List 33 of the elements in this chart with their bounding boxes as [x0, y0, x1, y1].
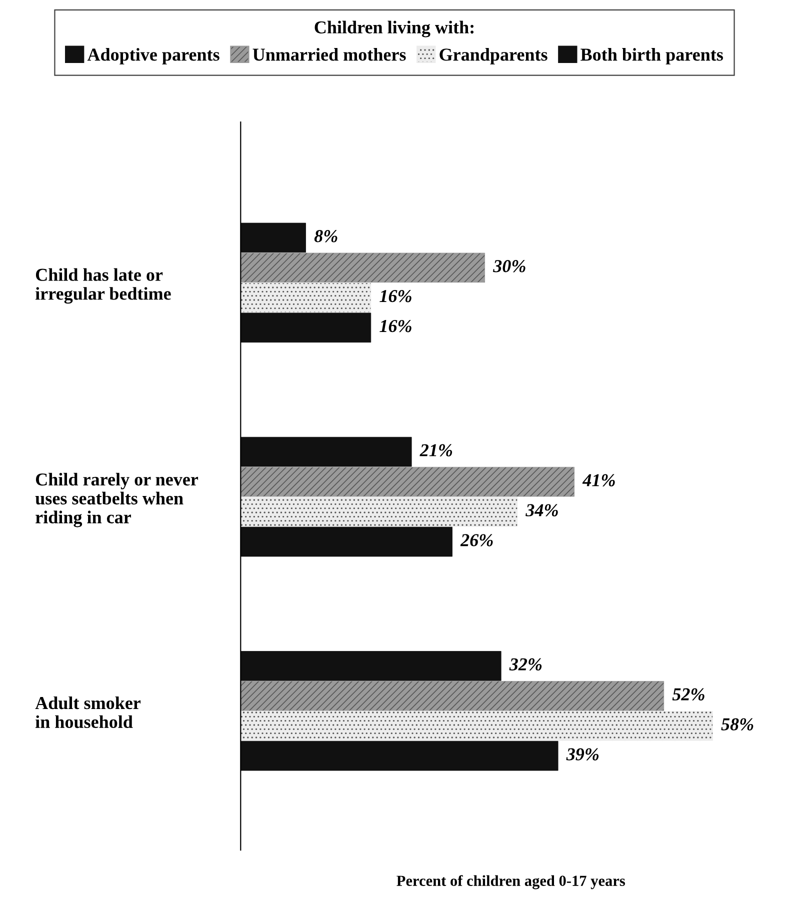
bar	[240, 222, 306, 253]
data-label: 39%	[566, 748, 599, 760]
data-label: 52%	[672, 688, 704, 700]
x-axis-title: Percent of children aged 0-17 years	[396, 875, 625, 890]
legend-label: Both birth parents	[580, 48, 723, 64]
bar	[240, 312, 372, 343]
data-label: 16%	[380, 320, 412, 332]
data-label: 21%	[420, 444, 452, 456]
bar	[240, 252, 486, 283]
bar	[240, 740, 558, 771]
bar	[240, 496, 518, 527]
legend-title: Children living with:	[314, 20, 474, 38]
data-label: 8%	[314, 230, 338, 242]
data-label: 58%	[721, 718, 754, 730]
data-label: 32%	[509, 658, 542, 671]
y-tick-label: Child rarely or never uses seatbelts when riding in car	[35, 472, 198, 528]
bar	[240, 710, 713, 741]
bar	[240, 466, 575, 497]
bar	[240, 681, 664, 711]
bar	[240, 651, 502, 681]
data-label: 41%	[582, 474, 615, 486]
data-label: 34%	[526, 504, 558, 516]
bar	[240, 282, 372, 313]
legend-label: Unmarried mothers	[252, 48, 406, 61]
bar	[240, 526, 452, 557]
bar	[240, 436, 412, 467]
legend-label: Adoptive parents	[87, 48, 220, 64]
legend-label: Grandparents	[440, 48, 548, 64]
y-tick-label: Child has late or irregular bedtime	[35, 268, 171, 304]
data-label: 16%	[380, 290, 412, 302]
y-tick-label: Adult smoker in household	[35, 696, 141, 728]
data-label: 30%	[492, 260, 526, 272]
data-label: 26%	[460, 534, 493, 546]
